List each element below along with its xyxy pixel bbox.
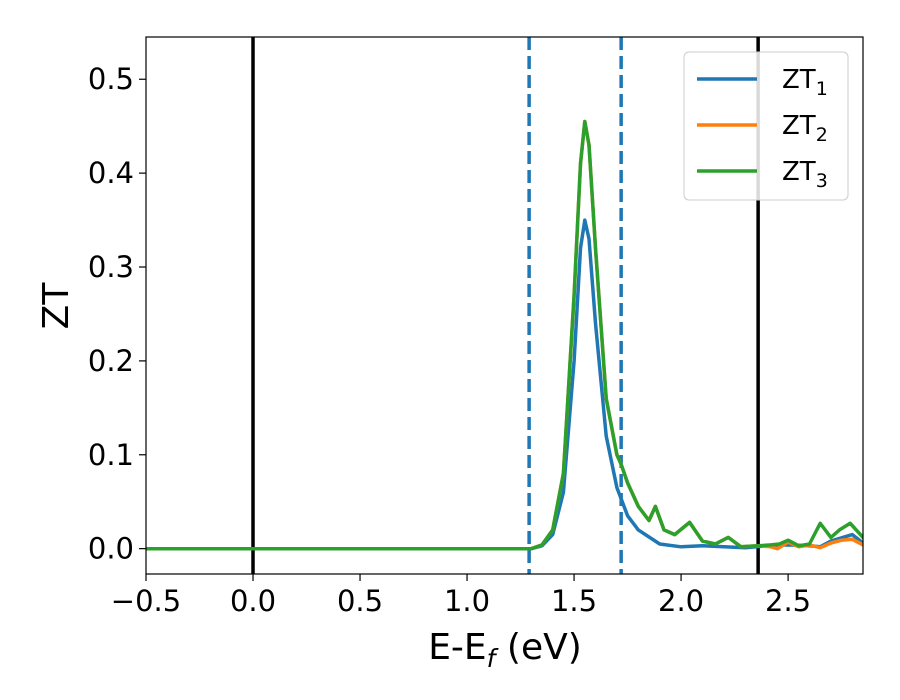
legend-label-zt1: ZT1 (782, 65, 828, 100)
y-tick-label: 0.2 (88, 344, 134, 378)
y-tick-label: 0.3 (88, 250, 134, 284)
legend-label-main: ZT (782, 111, 816, 141)
legend-label-main: ZT (782, 157, 816, 187)
x-axis-ticks: −0.5 0.0 0.5 1.0 1.5 2.0 2.5 (111, 574, 811, 618)
legend-label-main: ZT (782, 65, 816, 95)
y-axis-ticks: 0.0 0.1 0.2 0.3 0.4 0.5 (88, 62, 146, 566)
legend-label-zt3: ZT3 (782, 157, 828, 192)
y-tick-label: 0.4 (88, 156, 134, 190)
series-line-zt3 (146, 119, 863, 551)
y-tick-label: 0.1 (88, 438, 134, 472)
plot-area-frame (145, 36, 864, 575)
x-tick-label: 1.0 (444, 584, 490, 618)
legend-label-subscript: 3 (816, 170, 828, 192)
legend-label-zt2: ZT2 (782, 111, 828, 146)
x-axis-label: E-Ef (eV) (428, 627, 582, 673)
x-tick-label: −0.5 (111, 584, 181, 618)
y-axis-label: ZT (36, 282, 77, 330)
x-tick-label: 1.5 (551, 584, 597, 618)
x-tick-label: 0.5 (337, 584, 383, 618)
x-tick-label: 0.0 (230, 584, 276, 618)
x-axis-label-main: E-E (428, 627, 486, 668)
x-tick-label: 2.0 (658, 584, 704, 618)
x-tick-label: 2.5 (765, 584, 811, 618)
legend-label-subscript: 1 (816, 78, 828, 100)
series-layer (146, 119, 863, 551)
legend-label-subscript: 2 (816, 124, 828, 146)
y-tick-label: 0.5 (88, 62, 134, 96)
y-tick-label: 0.0 (88, 532, 134, 566)
x-axis-label-unit: (eV) (495, 627, 581, 668)
legend-box (683, 51, 849, 201)
